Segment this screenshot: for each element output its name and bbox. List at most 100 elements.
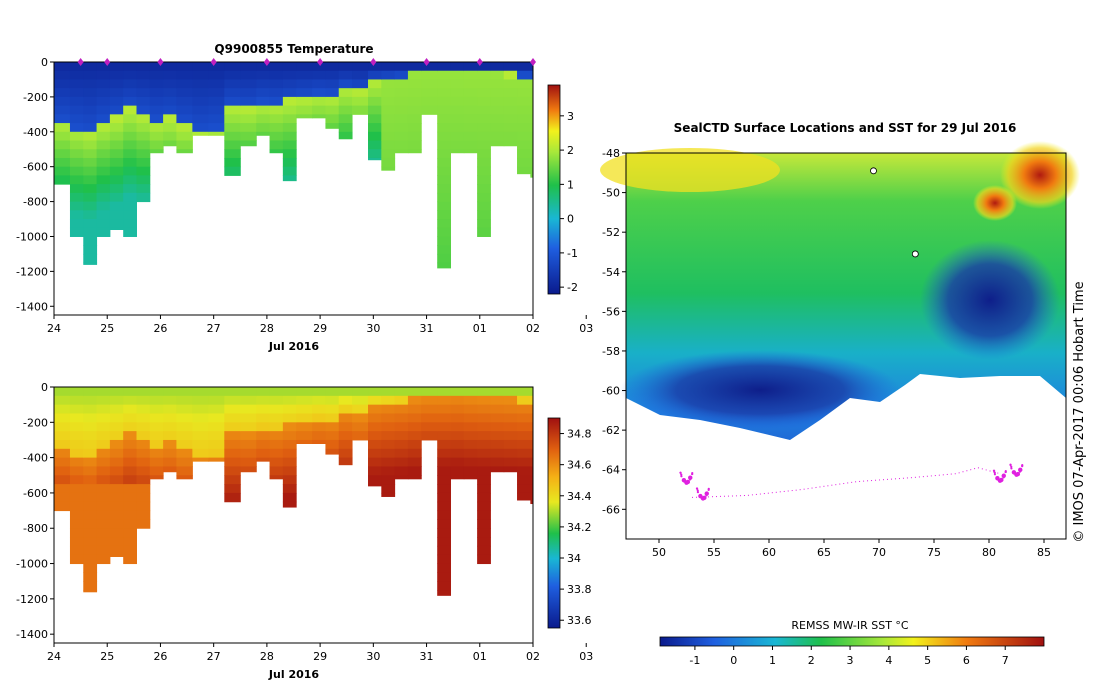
sal-cell	[163, 439, 177, 450]
sal-cell	[381, 431, 396, 441]
temp-cell	[437, 131, 452, 142]
sal-cell	[96, 404, 111, 414]
temp-cell	[224, 131, 241, 142]
y-tick-label: -62	[602, 424, 620, 437]
temp-cell	[503, 70, 518, 80]
sal-cell	[477, 510, 491, 520]
temp-cell	[368, 79, 382, 89]
temp-cell	[136, 62, 151, 72]
temp-cell	[163, 123, 177, 133]
temp-cell	[54, 96, 71, 107]
sal-cell	[96, 413, 111, 423]
sal-cell	[517, 448, 531, 459]
temperature-y-ticks: 0 -200 -400 -600 -800 -1000 -1200 -1400	[16, 56, 54, 313]
sal-cell	[136, 475, 151, 485]
temp-cell	[325, 88, 340, 98]
seal-location-point	[680, 475, 683, 478]
sal-cell	[269, 457, 284, 467]
temp-cell	[517, 131, 531, 142]
temp-cell	[149, 70, 164, 80]
seal-track-line	[691, 467, 1001, 498]
seal-location-point	[691, 471, 694, 475]
temp-cell	[136, 123, 151, 133]
sst-colorbar	[659, 636, 1045, 647]
sst-y-ticks: -48 -50 -52 -54 -56 -58 -60 -62 -64 -66	[602, 147, 626, 516]
temp-cell	[503, 79, 518, 89]
temp-cell	[463, 131, 478, 142]
sal-cell	[69, 457, 84, 467]
sal-cell	[490, 439, 505, 450]
temp-cell	[83, 105, 98, 115]
temp-cell	[530, 166, 534, 176]
sal-cell	[149, 387, 164, 397]
sal-cell	[381, 413, 396, 423]
temp-cell	[368, 114, 382, 124]
sal-cell	[54, 501, 71, 512]
colorbar-tick-label: 3	[567, 110, 574, 123]
sal-cell	[269, 439, 284, 450]
sal-cell	[240, 413, 257, 423]
temp-cell	[192, 79, 209, 89]
temp-cell	[296, 70, 313, 80]
temp-cell	[69, 70, 84, 80]
sal-cell	[368, 439, 382, 450]
seal-location-point	[696, 490, 700, 494]
sal-cell	[83, 387, 98, 397]
sal-cell	[421, 422, 438, 432]
x-tick-label: 03	[579, 650, 593, 663]
sal-cell	[54, 422, 71, 432]
temp-cell	[407, 88, 422, 98]
temp-cell	[54, 88, 71, 98]
temp-cell	[96, 88, 111, 98]
temp-cell	[83, 184, 98, 194]
temp-cell	[149, 123, 164, 133]
y-tick-label: -800	[23, 196, 48, 209]
sal-cell	[450, 422, 465, 432]
sal-cell	[256, 395, 271, 406]
sal-cell	[394, 422, 409, 432]
temp-cell	[192, 62, 209, 72]
sal-cell	[96, 510, 111, 520]
sal-cell	[256, 439, 271, 450]
temp-cell	[136, 79, 151, 89]
sal-cell	[224, 413, 241, 423]
temp-cell	[240, 123, 257, 133]
x-tick-label: 30	[366, 322, 380, 335]
sal-cell	[282, 492, 297, 503]
seal-location-point	[688, 475, 693, 480]
sal-cell	[192, 413, 209, 423]
seal-location-point	[695, 487, 699, 490]
sal-cell	[69, 422, 84, 432]
sal-cell	[517, 492, 531, 501]
sal-cell	[503, 466, 518, 473]
temp-cell	[109, 114, 124, 124]
temp-cell	[463, 105, 478, 115]
temp-cell	[269, 140, 284, 150]
temp-cell	[149, 62, 164, 72]
sal-cell	[352, 387, 369, 397]
sal-cell	[69, 387, 84, 397]
sal-cell	[83, 431, 98, 441]
temp-cell	[407, 131, 422, 142]
sal-cell	[381, 492, 396, 497]
temp-cell	[503, 123, 518, 133]
y-tick-label: -50	[602, 187, 620, 200]
temp-cell	[517, 79, 531, 89]
temp-cell	[136, 114, 151, 124]
sal-cell	[437, 581, 452, 591]
sal-cell	[83, 563, 98, 573]
sal-cell	[503, 413, 518, 423]
sal-cell	[325, 395, 340, 406]
temp-cell	[83, 131, 98, 142]
y-tick-label: -58	[602, 345, 620, 358]
sal-cell	[407, 387, 422, 397]
temp-cell	[208, 131, 225, 136]
salinity-x-ticks: 24 25 26 27 28 29 30 31 01 02 03	[47, 643, 593, 663]
sal-cell	[477, 519, 491, 529]
sal-cell	[136, 448, 151, 459]
sst-warm-eddy	[973, 185, 1017, 221]
y-tick-label: -1200	[16, 265, 48, 278]
temp-cell	[224, 70, 241, 80]
temp-cell	[477, 70, 491, 80]
sal-cell	[54, 466, 71, 476]
